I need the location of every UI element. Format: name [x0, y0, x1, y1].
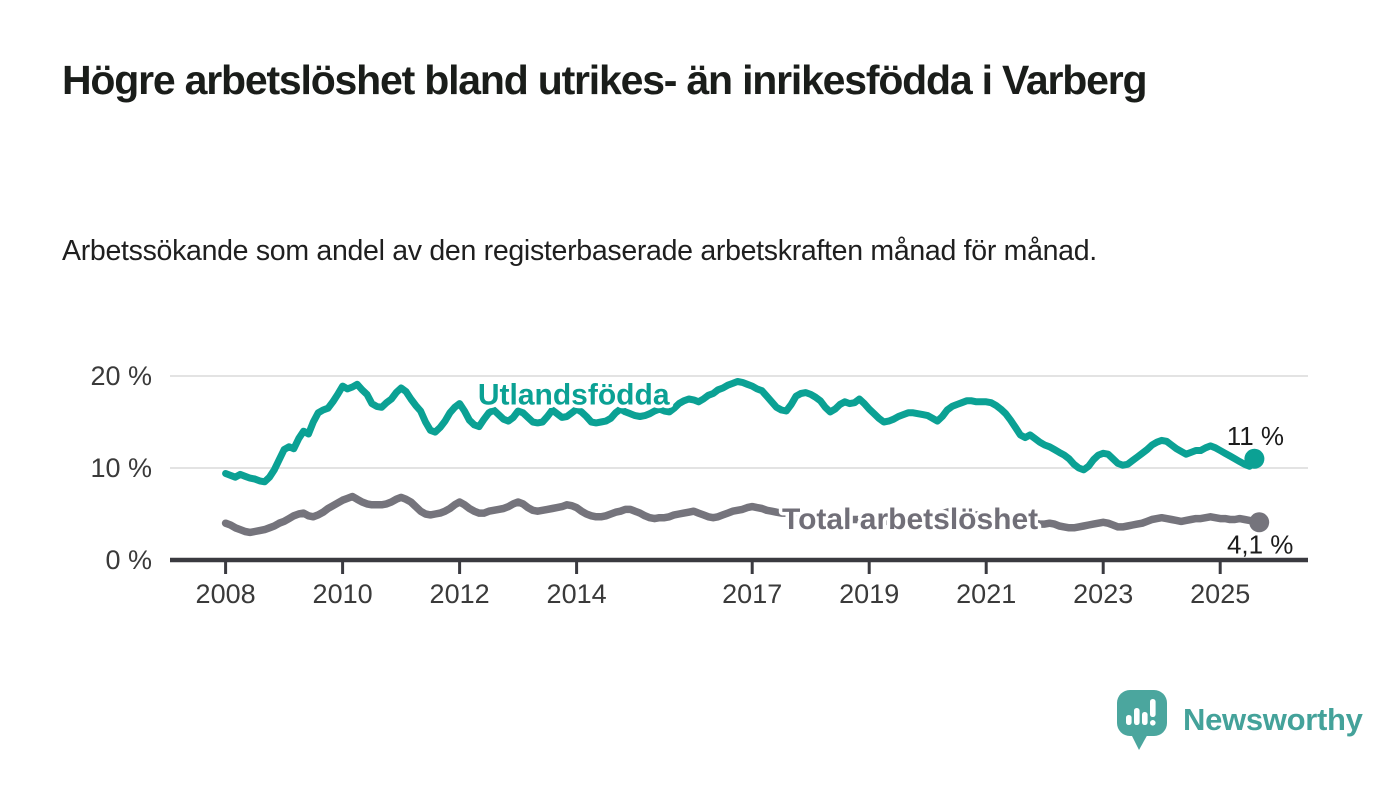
series-inline-label-1: Total arbetslöshet	[782, 503, 1038, 536]
newsworthy-branding: Newsworthy	[1116, 688, 1363, 752]
x-tick-label-2023: 2023	[1073, 579, 1133, 609]
logo-bar-3	[1142, 712, 1148, 725]
logo-bubble	[1117, 690, 1167, 736]
y-tick-label-0: 0 %	[105, 545, 152, 575]
series-inline-label-0: Utlandsfödda	[478, 378, 670, 411]
x-tick-label-2021: 2021	[956, 579, 1016, 609]
y-tick-label-10: 10 %	[90, 453, 152, 483]
series-end-value-1: 4,1 %	[1227, 529, 1294, 559]
logo-exclamation-dot	[1150, 720, 1156, 726]
newsworthy-logo-text: Newsworthy	[1183, 702, 1363, 737]
logo-bar-1	[1126, 715, 1132, 725]
series-end-dot-0	[1244, 448, 1265, 469]
logo-bubble-tail	[1130, 732, 1149, 750]
series-end-value-0: 11 %	[1227, 421, 1284, 451]
newsworthy-logo-icon	[1117, 690, 1167, 750]
logo-exclamation-bar	[1150, 699, 1156, 717]
logo-bar-2	[1134, 708, 1140, 725]
x-tick-label-2012: 2012	[430, 579, 490, 609]
series-end-dot-1	[1249, 512, 1270, 533]
y-tick-label-20: 20 %	[90, 361, 152, 391]
x-tick-label-2019: 2019	[839, 579, 899, 609]
x-tick-label-2025: 2025	[1190, 579, 1250, 609]
x-tick-label-2017: 2017	[722, 579, 782, 609]
x-tick-label-2014: 2014	[547, 579, 607, 609]
x-tick-label-2008: 2008	[196, 579, 256, 609]
page-title: Högre arbetslöshet bland utrikes- än inr…	[62, 57, 1148, 103]
series-line-0	[222, 378, 1258, 486]
series-line-1	[221, 492, 1263, 537]
page-subtitle: Arbetssökande som andel av den registerb…	[62, 235, 1097, 267]
x-tick-label-2010: 2010	[313, 579, 373, 609]
